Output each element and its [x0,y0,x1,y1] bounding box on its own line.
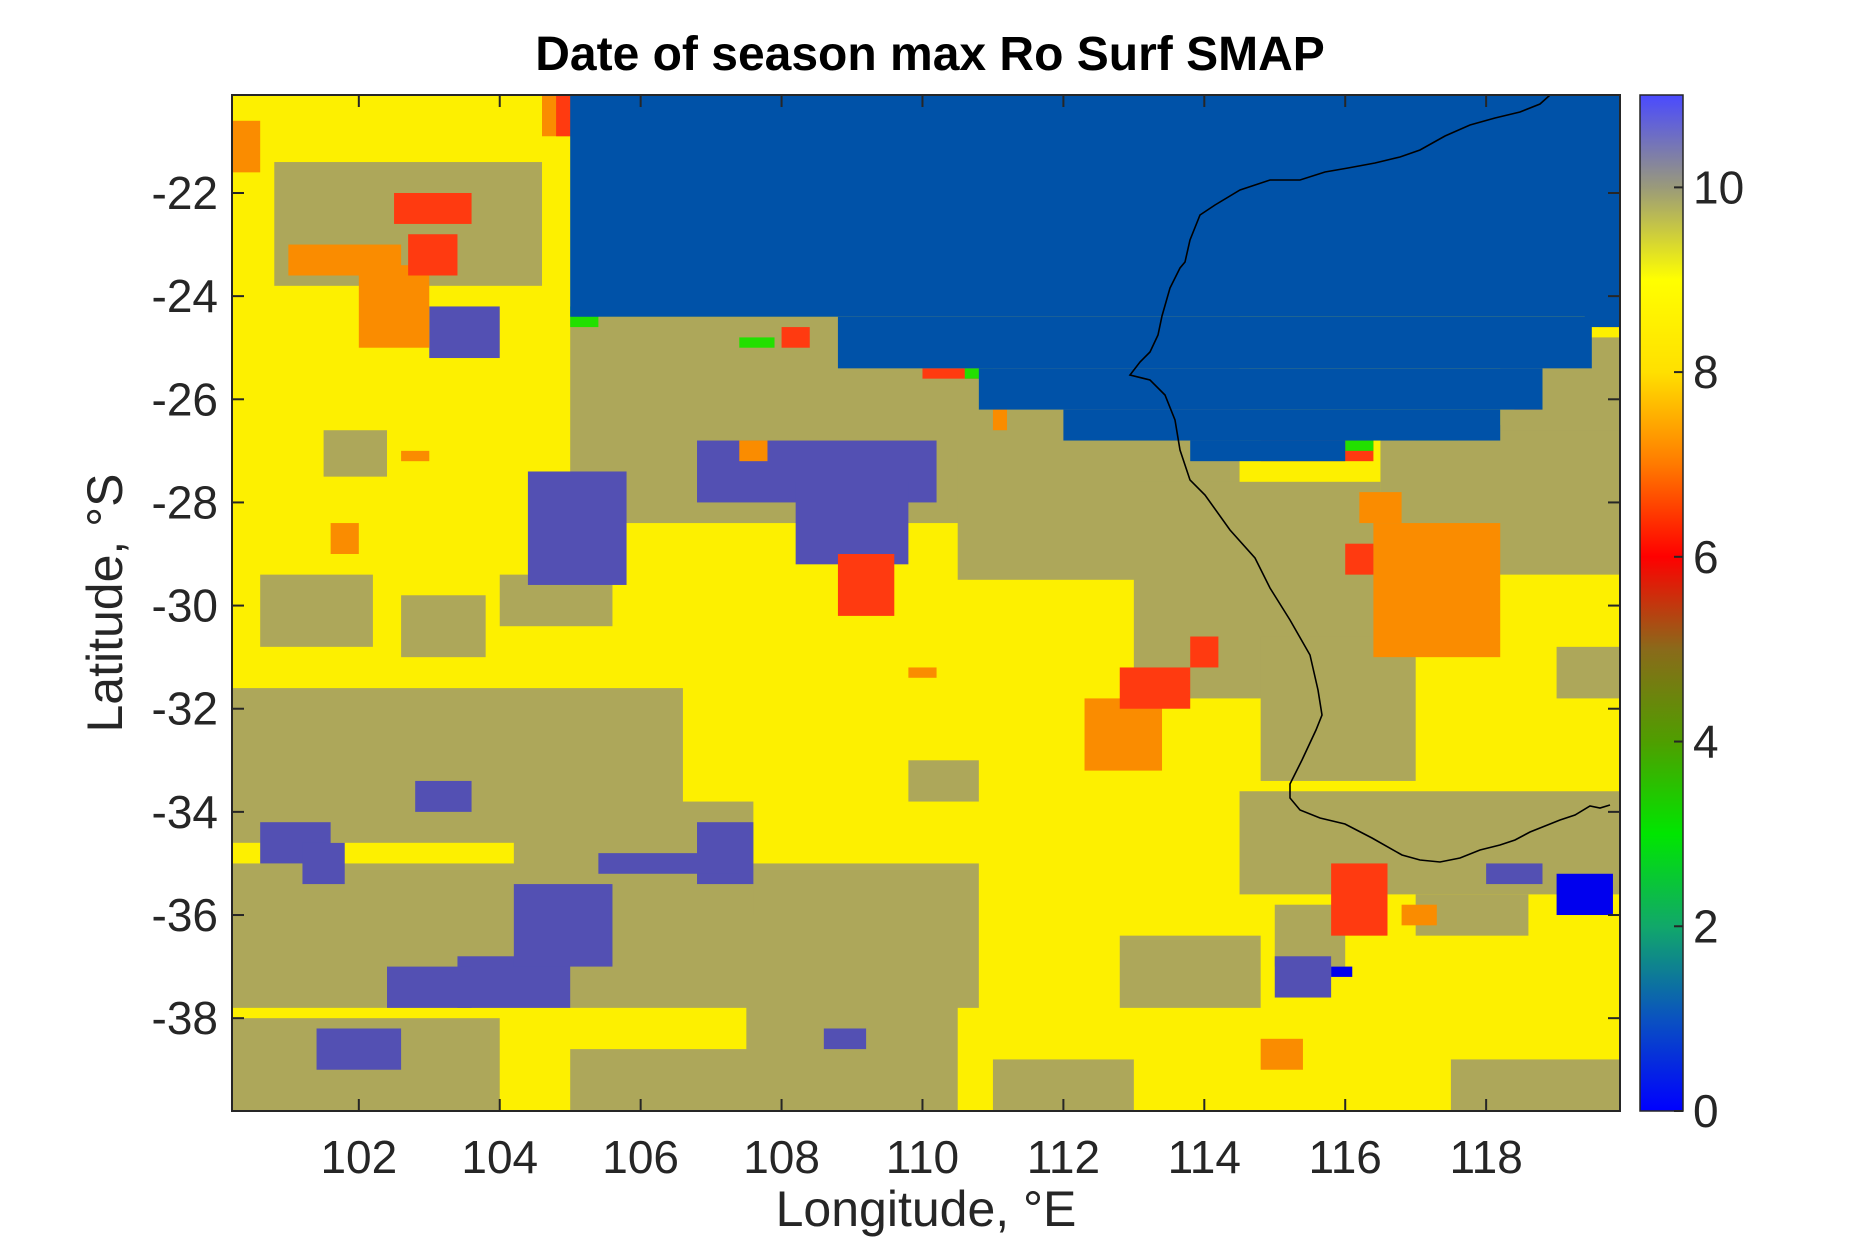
heatmap-cell [739,337,775,348]
heatmap-cell [408,234,458,276]
heatmap-cell [330,523,359,555]
heatmap-cell [1084,698,1163,771]
heatmap-cell [795,481,909,565]
colorbar-tick-label: 10 [1693,161,1744,213]
x-tick-label: 118 [1449,1131,1522,1183]
heatmap-cell [527,471,627,585]
heatmap-cell [232,120,261,173]
heatmap-cell [739,440,768,462]
heatmap-cell [1556,873,1613,916]
heatmap-cell [415,780,472,812]
y-tick-label: -38 [152,992,218,1044]
heatmap-cell [1331,863,1388,936]
heatmap-cell [1119,935,1261,1008]
heatmap-cell [513,884,613,967]
heatmap-cell [837,316,1592,369]
plot-frame [231,94,1621,1112]
heatmap-cell [908,760,979,802]
x-axis-label: Longitude, °E [776,1181,1077,1237]
x-tick-label: 108 [743,1131,820,1183]
y-tick-label: -34 [152,786,218,838]
colorbar-tick-label: 6 [1693,531,1719,583]
chart-title: Date of season max Ro Surf SMAP [535,28,1325,81]
heatmap-cell [908,667,937,678]
heatmap-cell [1345,440,1374,451]
heatmap-cell [1359,492,1402,524]
coastline-line [1128,95,1611,863]
x-tick-label: 102 [320,1131,397,1183]
y-axis: -22 -24 -26 -28 -30 -32 -34 -36 -38 [152,167,1620,1044]
heatmap-cell [1486,863,1543,885]
heatmap-cell [598,853,740,874]
y-tick-label: -26 [152,373,218,425]
heatmap-cell [1190,636,1219,668]
heatmap-region-value-0 [1331,873,1613,977]
x-tick-label: 104 [461,1131,538,1183]
x-tick-label: 116 [1309,1131,1382,1183]
heatmap-cell [1401,904,1437,926]
heatmap-cell [401,595,486,658]
heatmap-cell [1119,667,1191,709]
heatmap-cell [1260,636,1416,781]
heatmap-cell [1373,523,1501,658]
x-tick-label: 106 [602,1131,679,1183]
colorbar-tick-label: 0 [1693,1085,1719,1137]
heatmap-cell [1260,1038,1303,1070]
heatmap-cell [746,997,958,1111]
heatmap-region-value-10 [260,306,1543,1070]
heatmap-cell [387,966,472,1008]
x-tick-label: 110 [886,1131,959,1183]
x-tick-label: 114 [1168,1131,1241,1183]
y-tick-label: -30 [152,580,218,632]
y-axis-label: Latitude, °S [77,473,133,732]
heatmap-cell [316,1028,402,1070]
heatmap-cell [1331,966,1353,977]
heatmap-cell [781,327,810,348]
heatmap-cell [570,95,1620,317]
colorbar-tick-label: 8 [1693,346,1719,398]
heatmap-region-value-7 [232,95,1501,1070]
heatmap-cell [837,554,895,616]
y-tick-label: -28 [152,476,218,528]
colorbar: 0 2 4 6 8 10 [1639,94,1744,1137]
heatmap-cell [429,306,500,359]
heatmap-cell [978,368,1543,410]
heatmap-cell [1556,646,1620,699]
heatmap-cell [922,368,979,379]
x-axis: 102 104 106 108 110 112 114 116 118 [320,95,1523,1183]
heatmap-cell [1063,409,1501,441]
heatmap-cell [1345,543,1374,575]
colorbar-gradient [1639,94,1684,1112]
colorbar-tick-label: 4 [1693,716,1719,768]
colorbar-ticks: 0 2 4 6 8 10 [1674,161,1744,1137]
heatmap-plot-area [232,95,1620,1111]
heatmap-cell [358,265,430,348]
heatmap-cell [323,430,388,477]
y-tick-label: -24 [152,270,218,322]
heatmap-cell [302,842,345,885]
y-tick-label: -32 [152,683,218,735]
y-tick-label: -22 [152,167,218,219]
heatmap-region-value-1 [570,95,1620,462]
y-tick-label: -36 [152,889,218,941]
heatmap-cell [401,450,430,462]
heatmap-cell [1274,956,1332,998]
x-tick-label: 112 [1027,1131,1100,1183]
heatmap-cell [394,192,472,224]
heatmap-cell [823,1028,867,1050]
heatmap-cell [1450,1059,1620,1111]
heatmap-cell [1190,440,1346,462]
colorbar-tick-label: 2 [1693,900,1719,952]
heatmap-cell [260,574,373,647]
heatmap-cell [1584,296,1620,328]
